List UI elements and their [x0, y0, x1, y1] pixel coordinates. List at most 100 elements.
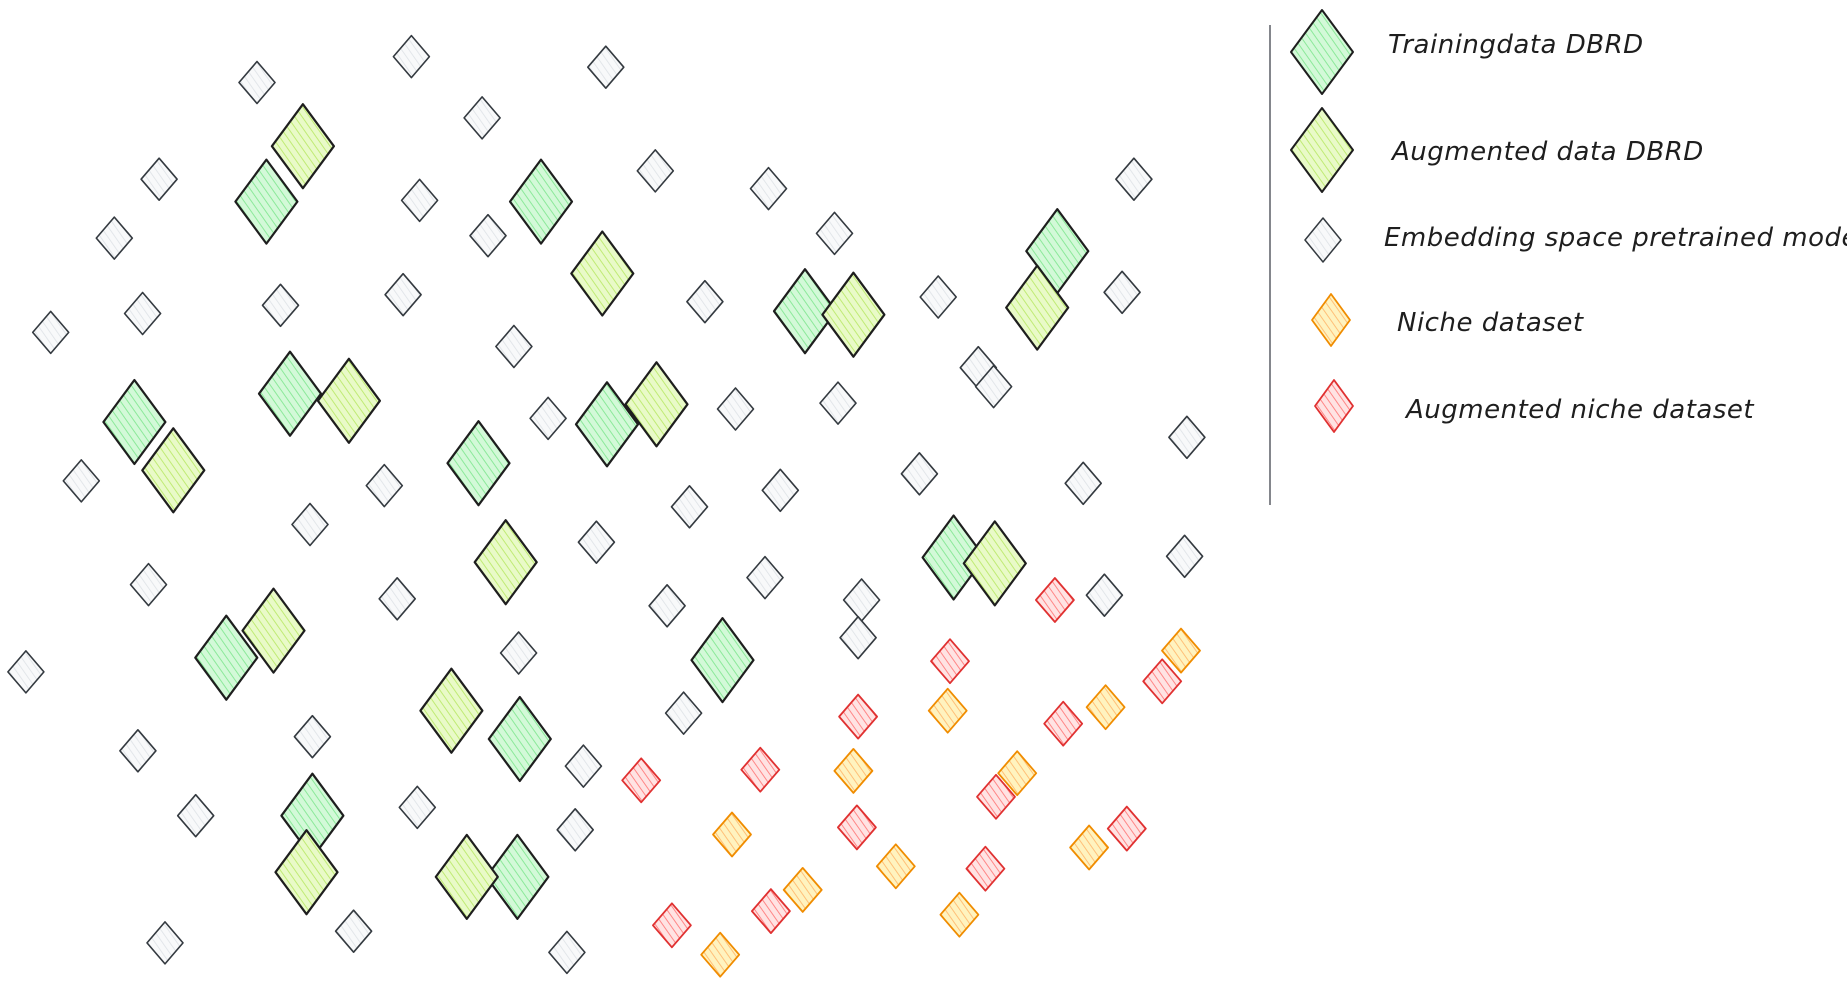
legend-item-niche: Niche dataset: [1311, 293, 1584, 347]
point-embedding: [334, 909, 373, 954]
point-embedding: [176, 793, 215, 838]
point-embedding: [291, 502, 329, 547]
point-embedding: [146, 921, 184, 965]
point-embedding: [761, 468, 800, 513]
point-embedding: [556, 807, 595, 852]
point-embedding: [636, 149, 675, 193]
point-augmented: [473, 519, 538, 606]
point-embedding: [129, 562, 168, 607]
point-augmented: [141, 427, 206, 514]
point-niche: [939, 891, 980, 938]
point-augmented: [241, 587, 306, 674]
point-embedding: [529, 396, 567, 441]
point-embedding: [749, 166, 788, 211]
point-aug-niche: [1043, 700, 1084, 747]
point-embedding: [140, 157, 178, 201]
point-niche: [1069, 824, 1109, 871]
point-aug-niche: [976, 773, 1016, 820]
point-niche: [927, 687, 968, 734]
point-embedding: [1103, 270, 1141, 315]
legend: Trainingdata DBRD Augmented data DBRD Em…: [1290, 9, 1847, 433]
point-aug-niche: [652, 902, 692, 949]
point-aug-niche: [965, 845, 1006, 892]
point-niche: [1085, 684, 1126, 731]
legend-label-aug-niche: Augmented niche dataset: [1404, 395, 1754, 425]
point-training: [234, 158, 299, 245]
point-augmented: [419, 667, 484, 754]
point-embedding: [746, 555, 784, 600]
point-embedding: [716, 387, 755, 431]
legend-item-training: Trainingdata DBRD: [1290, 9, 1644, 95]
point-augmented: [316, 357, 381, 444]
point-embedding: [842, 578, 881, 622]
point-training: [487, 695, 552, 783]
point-embedding: [1165, 534, 1204, 579]
point-embedding: [123, 291, 162, 336]
point-aug-niche: [1106, 805, 1147, 852]
point-embedding: [686, 279, 724, 324]
legend-label-augmented: Augmented data DBRD: [1390, 137, 1704, 167]
point-embedding: [586, 45, 625, 89]
point-training: [772, 268, 838, 355]
point-aug-niche: [837, 804, 877, 851]
point-embedding: [1168, 415, 1206, 460]
point-aug-niche: [1035, 577, 1075, 623]
point-training: [574, 381, 640, 468]
legend-item-embedding: Embedding space pretrained model: [1304, 217, 1847, 263]
point-niche: [875, 843, 916, 890]
point-embedding: [119, 728, 157, 773]
point-embedding: [469, 213, 507, 258]
point-training: [921, 514, 986, 601]
point-niche: [782, 867, 823, 913]
legend-swatch-niche: [1311, 293, 1351, 347]
point-niche: [1161, 627, 1201, 674]
point-embedding: [815, 211, 854, 256]
point-embedding: [1064, 461, 1102, 506]
point-training: [690, 616, 755, 704]
point-embedding: [577, 520, 616, 565]
point-augmented: [821, 271, 886, 358]
point-embedding: [974, 364, 1013, 409]
point-embedding: [384, 272, 422, 317]
point-aug-niche: [1142, 658, 1183, 705]
point-training: [508, 158, 574, 245]
legend-label-training: Trainingdata DBRD: [1388, 30, 1644, 60]
legend-swatch-training: [1290, 9, 1354, 95]
point-aug-niche: [838, 693, 878, 740]
point-aug-niche: [751, 888, 791, 934]
point-embedding: [400, 178, 439, 223]
point-embedding: [238, 60, 276, 105]
point-embedding: [648, 583, 686, 628]
point-niche: [833, 748, 874, 794]
point-embedding: [62, 459, 101, 503]
point-embedding: [900, 451, 939, 496]
point-embedding: [378, 576, 417, 621]
point-embedding: [392, 34, 431, 79]
legend-label-niche: Niche dataset: [1397, 308, 1584, 338]
point-embedding: [398, 785, 437, 830]
legend-swatch-aug-niche: [1314, 379, 1354, 433]
point-augmented: [624, 361, 689, 448]
point-embedding: [365, 463, 404, 508]
point-embedding: [919, 275, 958, 319]
point-embedding: [261, 283, 300, 328]
point-embedding: [7, 650, 45, 694]
point-niche: [700, 931, 741, 978]
point-embedding: [463, 96, 501, 140]
point-aug-niche: [930, 638, 970, 685]
legend-item-aug-niche: Augmented niche dataset: [1314, 379, 1754, 433]
point-training: [485, 833, 550, 921]
point-augmented: [962, 520, 1027, 607]
point-embedding: [1115, 157, 1153, 201]
point-training: [194, 614, 259, 701]
point-training: [102, 378, 167, 466]
point-embedding: [293, 714, 332, 759]
point-niche: [712, 811, 752, 858]
legend-swatch-augmented: [1290, 107, 1354, 193]
legend-swatch-embedding: [1304, 217, 1342, 263]
legend-label-embedding: Embedding space pretrained model: [1384, 223, 1847, 253]
point-embedding: [1085, 573, 1124, 618]
point-aug-niche: [740, 746, 781, 793]
legend-item-augmented: Augmented data DBRD: [1290, 107, 1704, 193]
